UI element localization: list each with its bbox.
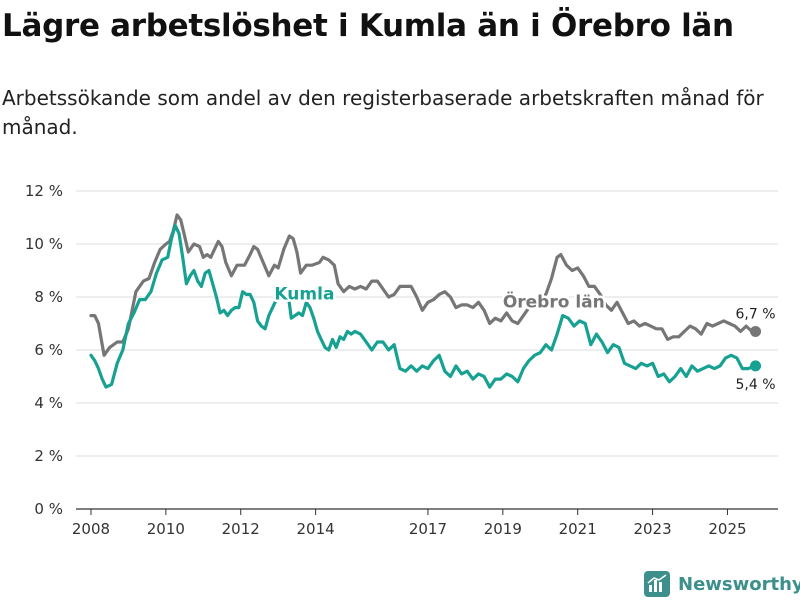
line-chart: 0 % 2 % 4 % 6 % 8 % 10 % 12 % 2008 2010 2012 2014 2… bbox=[25, 182, 778, 538]
grid-layer bbox=[76, 190, 778, 510]
series-endpoint-örebro-län bbox=[750, 325, 762, 337]
brand-name: Newsworthy bbox=[678, 573, 800, 595]
series-layer bbox=[89, 213, 762, 389]
x-tick-label: 2017 bbox=[409, 520, 447, 538]
end-value-label-kumla: 5,4 % bbox=[736, 377, 776, 393]
y-tick-label: 6 % bbox=[34, 341, 63, 359]
y-tick-label: 12 % bbox=[25, 182, 63, 200]
y-tick-label: 4 % bbox=[34, 394, 63, 412]
series-line-kumla bbox=[89, 223, 758, 389]
page-title: Lägre arbetslöshet i Kumla än i Örebro l… bbox=[2, 8, 734, 44]
series-label-örebro-län: Örebro län bbox=[503, 291, 605, 313]
series-label-kumla: Kumla bbox=[274, 285, 334, 305]
y-tick-label: 10 % bbox=[25, 235, 63, 253]
x-tick-label: 2019 bbox=[484, 520, 522, 538]
series-endpoint-kumla bbox=[750, 360, 762, 372]
brand-logo[interactable]: Newsworthy bbox=[644, 570, 800, 598]
x-tick-label: 2012 bbox=[222, 520, 260, 538]
x-tick-label: 2023 bbox=[633, 520, 671, 538]
series-line-örebro-län bbox=[89, 213, 758, 357]
page-subtitle: Arbetssökande som andel av den registerb… bbox=[2, 86, 764, 139]
axis-layer: 0 % 2 % 4 % 6 % 8 % 10 % 12 % 2008 2010 2012 2014 2… bbox=[25, 182, 747, 538]
y-tick-label: 0 % bbox=[34, 500, 63, 518]
x-tick-label: 2021 bbox=[559, 520, 597, 538]
x-tick-label: 2014 bbox=[297, 520, 335, 538]
series-label-halo-örebro-län: Örebro län bbox=[503, 291, 605, 313]
x-tick-label: 2008 bbox=[72, 520, 110, 538]
y-tick-label: 8 % bbox=[34, 288, 63, 306]
y-tick-label: 2 % bbox=[34, 447, 63, 465]
x-tick-label: 2010 bbox=[147, 520, 185, 538]
end-value-label-örebro-län: 6,7 % bbox=[736, 306, 776, 322]
x-tick-label: 2025 bbox=[708, 520, 746, 538]
series-label-halo-kumla: Kumla bbox=[274, 285, 334, 305]
newsworthy-logo-icon bbox=[644, 571, 670, 597]
